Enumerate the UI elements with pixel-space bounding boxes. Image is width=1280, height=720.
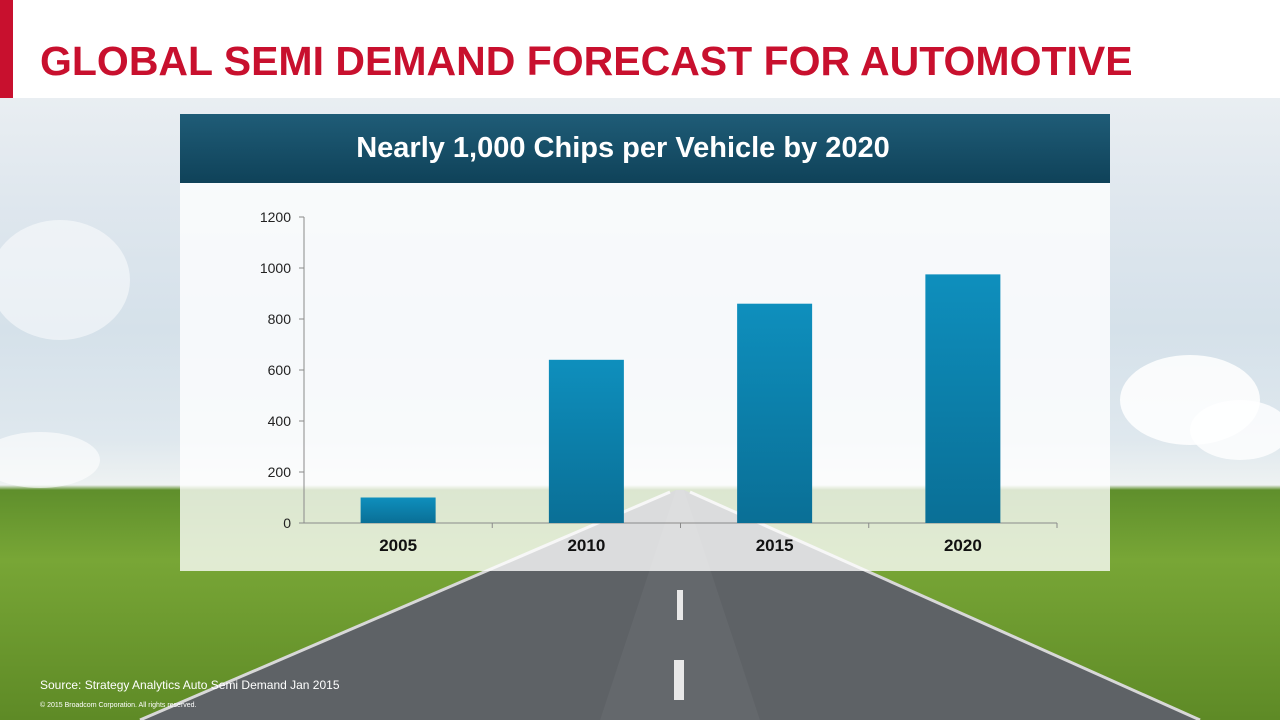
y-tick-label: 0 bbox=[283, 515, 291, 531]
x-tick-label: 2015 bbox=[756, 536, 794, 555]
y-tick-label: 600 bbox=[268, 362, 292, 378]
chart-panel: Nearly 1,000 Chips per Vehicle by 2020 0… bbox=[180, 114, 1110, 571]
y-tick-label: 200 bbox=[268, 464, 292, 480]
bar-chart: 0 200 400 600 800 1000 1200 2005 2010 2015 2020 bbox=[260, 209, 1058, 555]
y-tick-label: 1000 bbox=[260, 260, 291, 276]
slide-title: GLOBAL SEMI DEMAND FORECAST FOR AUTOMOTI… bbox=[40, 38, 1133, 84]
chart-header: Nearly 1,000 Chips per Vehicle by 2020 bbox=[180, 114, 1110, 183]
bar bbox=[737, 303, 813, 523]
bar bbox=[925, 274, 1001, 523]
title-accent-bar bbox=[0, 0, 13, 98]
x-tick-label: 2020 bbox=[944, 536, 982, 555]
y-tick-label: 800 bbox=[268, 311, 292, 327]
x-tick-label: 2005 bbox=[379, 536, 417, 555]
x-tick-label: 2010 bbox=[567, 536, 605, 555]
copyright-note: © 2015 Broadcom Corporation. All rights … bbox=[40, 702, 197, 709]
chart-title: Nearly 1,000 Chips per Vehicle by 2020 bbox=[356, 132, 890, 164]
bar bbox=[548, 359, 624, 523]
y-tick-label: 1200 bbox=[260, 209, 291, 225]
y-tick-label: 400 bbox=[268, 413, 292, 429]
source-note: Source: Strategy Analytics Auto Semi Dem… bbox=[40, 678, 340, 692]
bar bbox=[360, 497, 436, 523]
